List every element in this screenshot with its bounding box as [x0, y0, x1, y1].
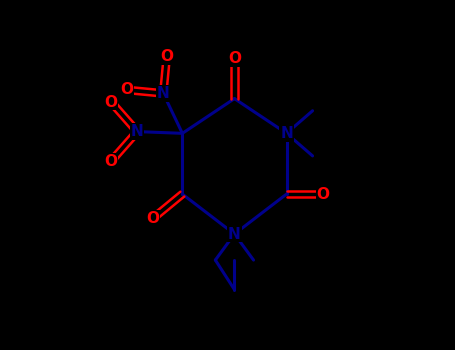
- Text: O: O: [228, 51, 241, 66]
- Text: N: N: [280, 126, 293, 141]
- Text: N: N: [157, 86, 170, 101]
- Text: O: O: [105, 154, 118, 169]
- Text: O: O: [105, 94, 118, 110]
- Text: N: N: [228, 226, 241, 242]
- Text: O: O: [160, 49, 173, 64]
- Text: N: N: [131, 124, 144, 139]
- Text: O: O: [317, 187, 329, 202]
- Text: O: O: [147, 211, 159, 226]
- Text: O: O: [120, 83, 133, 97]
